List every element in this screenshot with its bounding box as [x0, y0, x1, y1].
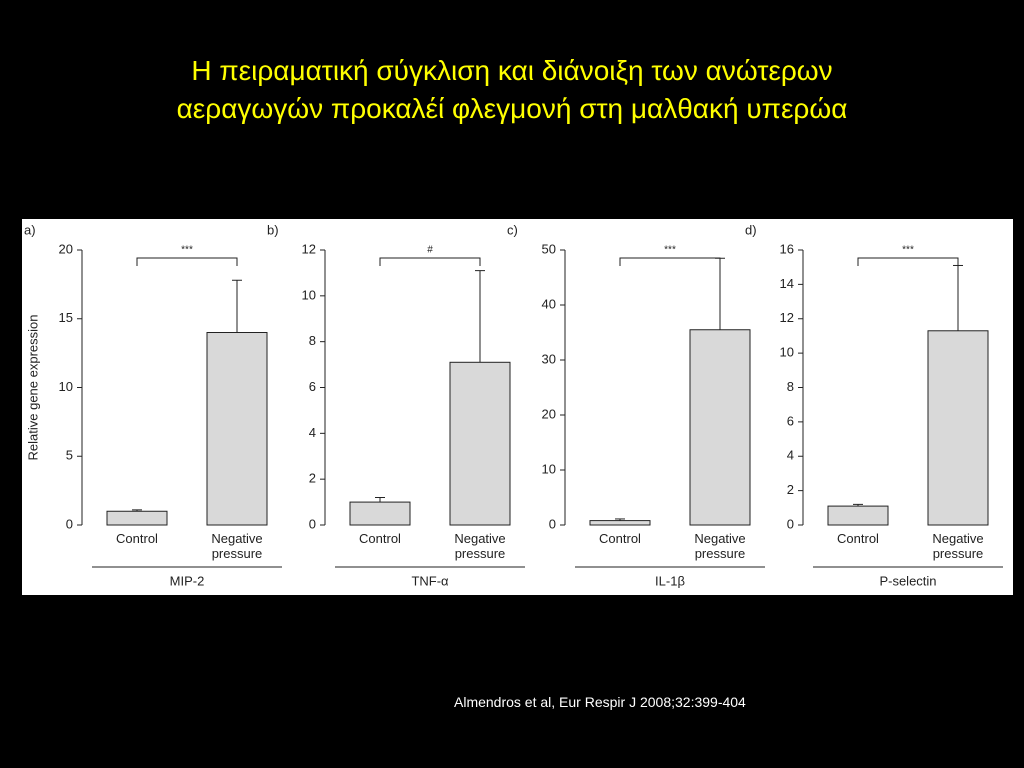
significance-label: *** [902, 245, 914, 256]
citation: Almendros et al, Eur Respir J 2008;32:39… [454, 694, 746, 710]
figure-panel [22, 219, 1013, 595]
slide-title: Η πειραματική σύγκλιση και διάνοιξη των … [0, 52, 1024, 128]
x-tick-label: Negative pressure [211, 531, 263, 561]
y-tick-label: 4 [787, 448, 794, 463]
significance-bracket [136, 257, 238, 266]
x-axis-label: IL-1β [655, 573, 685, 588]
significance-label: *** [664, 245, 676, 256]
bar [349, 501, 411, 526]
panel-label: a) [24, 222, 36, 237]
x-axis-label: MIP-2 [170, 573, 205, 588]
x-axis-label: TNF-α [411, 573, 449, 588]
y-tick-label: 40 [542, 296, 556, 311]
significance-label: # [427, 245, 433, 256]
y-tick-label: 10 [780, 345, 794, 360]
bar [589, 520, 651, 526]
y-tick-label: 2 [787, 482, 794, 497]
y-tick-label: 16 [780, 241, 794, 256]
y-tick-label: 8 [787, 379, 794, 394]
y-tick-label: 4 [309, 425, 316, 440]
x-tick-label-box: Control [116, 531, 158, 546]
y-tick-label: 12 [302, 241, 316, 256]
y-tick-label: 6 [787, 413, 794, 428]
x-tick-label: Control [837, 531, 879, 546]
y-tick-label: 5 [66, 448, 73, 463]
y-tick-label: 0 [787, 516, 794, 531]
y-tick-label: 30 [542, 351, 556, 366]
bar [206, 332, 268, 526]
y-tick-label: 6 [309, 379, 316, 394]
y-tick-label: 20 [542, 406, 556, 421]
panel-label: b) [267, 222, 279, 237]
y-tick-label: 2 [309, 471, 316, 486]
x-tick-label-box: Negative pressure [454, 531, 506, 561]
x-axis-label: P-selectin [879, 573, 936, 588]
y-tick-label: 20 [59, 241, 73, 256]
x-tick-label-box: Negative pressure [694, 531, 746, 561]
x-tick-label: Negative pressure [454, 531, 506, 561]
y-tick-label: 14 [780, 276, 794, 291]
y-tick-label: 15 [59, 310, 73, 325]
title-line: αεραγωγών προκαλέί φλεγμονή στη μαλθακή … [176, 93, 848, 124]
bar [106, 510, 168, 526]
panel-label: d) [745, 222, 757, 237]
significance-label: *** [181, 245, 193, 256]
y-tick-label: 0 [549, 516, 556, 531]
bar [449, 361, 511, 526]
y-tick-label: 8 [309, 333, 316, 348]
bar [927, 330, 989, 526]
y-tick-label: 0 [66, 516, 73, 531]
significance-bracket [379, 257, 481, 266]
x-tick-label-box: Negative pressure [211, 531, 263, 561]
significance-bracket [857, 257, 959, 266]
y-tick-label: 10 [542, 461, 556, 476]
x-tick-label: Control [599, 531, 641, 546]
y-tick-label: 0 [309, 516, 316, 531]
significance-bracket [619, 257, 721, 266]
title-line: Η πειραματική σύγκλιση και διάνοιξη των … [191, 55, 833, 86]
x-tick-label-box: Control [837, 531, 879, 546]
y-tick-label: 10 [59, 379, 73, 394]
y-axis-label: Relative gene expression [25, 315, 40, 461]
x-tick-label-box: Control [359, 531, 401, 546]
x-tick-label: Control [116, 531, 158, 546]
y-tick-label: 12 [780, 310, 794, 325]
x-tick-label: Negative pressure [932, 531, 984, 561]
x-tick-label-box: Control [599, 531, 641, 546]
x-tick-label-box: Negative pressure [932, 531, 984, 561]
x-tick-label: Negative pressure [694, 531, 746, 561]
bar [689, 329, 751, 526]
panel-label: c) [507, 222, 518, 237]
y-tick-label: 50 [542, 241, 556, 256]
bar [827, 505, 889, 526]
x-tick-label: Control [359, 531, 401, 546]
y-tick-label: 10 [302, 287, 316, 302]
